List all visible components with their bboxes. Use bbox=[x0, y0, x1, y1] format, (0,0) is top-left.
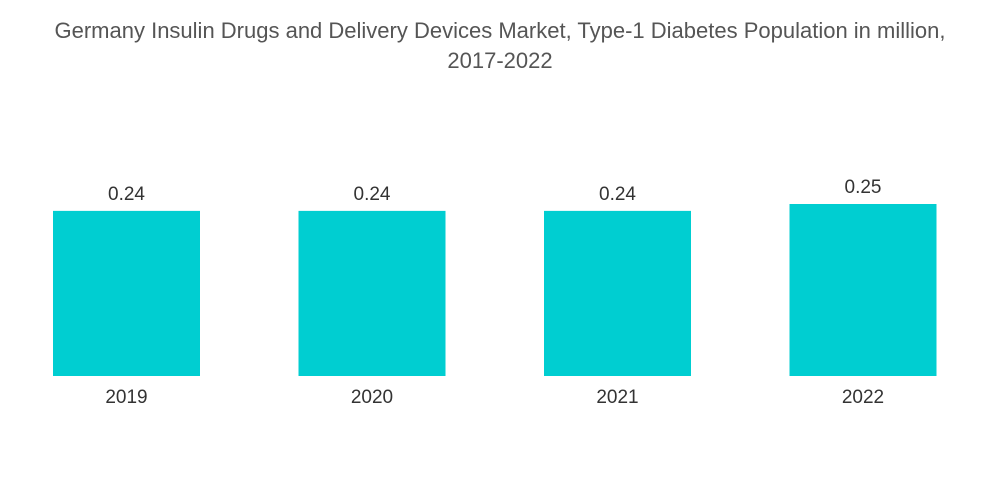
chart-title: Germany Insulin Drugs and Delivery Devic… bbox=[0, 16, 1000, 76]
x-tick-labels-layer: 2019 2020 2021 2022 bbox=[105, 387, 884, 408]
bar-2020 bbox=[298, 210, 446, 376]
bar-2019 bbox=[53, 210, 200, 376]
x-tick-label-2019: 2019 bbox=[105, 387, 147, 408]
chart-title-line2: 2017-2022 bbox=[447, 48, 553, 73]
value-labels-layer: 0.24 0.24 0.24 0.25 bbox=[108, 177, 881, 205]
x-tick-label-2021: 2021 bbox=[596, 387, 638, 408]
bar-2022 bbox=[789, 204, 937, 376]
x-tick-label-2020: 2020 bbox=[351, 387, 393, 408]
value-label-2021: 0.24 bbox=[599, 184, 636, 205]
value-label-2022: 0.25 bbox=[845, 177, 882, 198]
value-label-2019: 0.24 bbox=[108, 184, 145, 205]
chart-title-line1: Germany Insulin Drugs and Delivery Devic… bbox=[54, 18, 946, 43]
bars-layer bbox=[53, 204, 937, 376]
value-label-2020: 0.24 bbox=[354, 184, 391, 205]
bar-2021 bbox=[544, 210, 691, 376]
x-tick-label-2022: 2022 bbox=[842, 387, 884, 408]
